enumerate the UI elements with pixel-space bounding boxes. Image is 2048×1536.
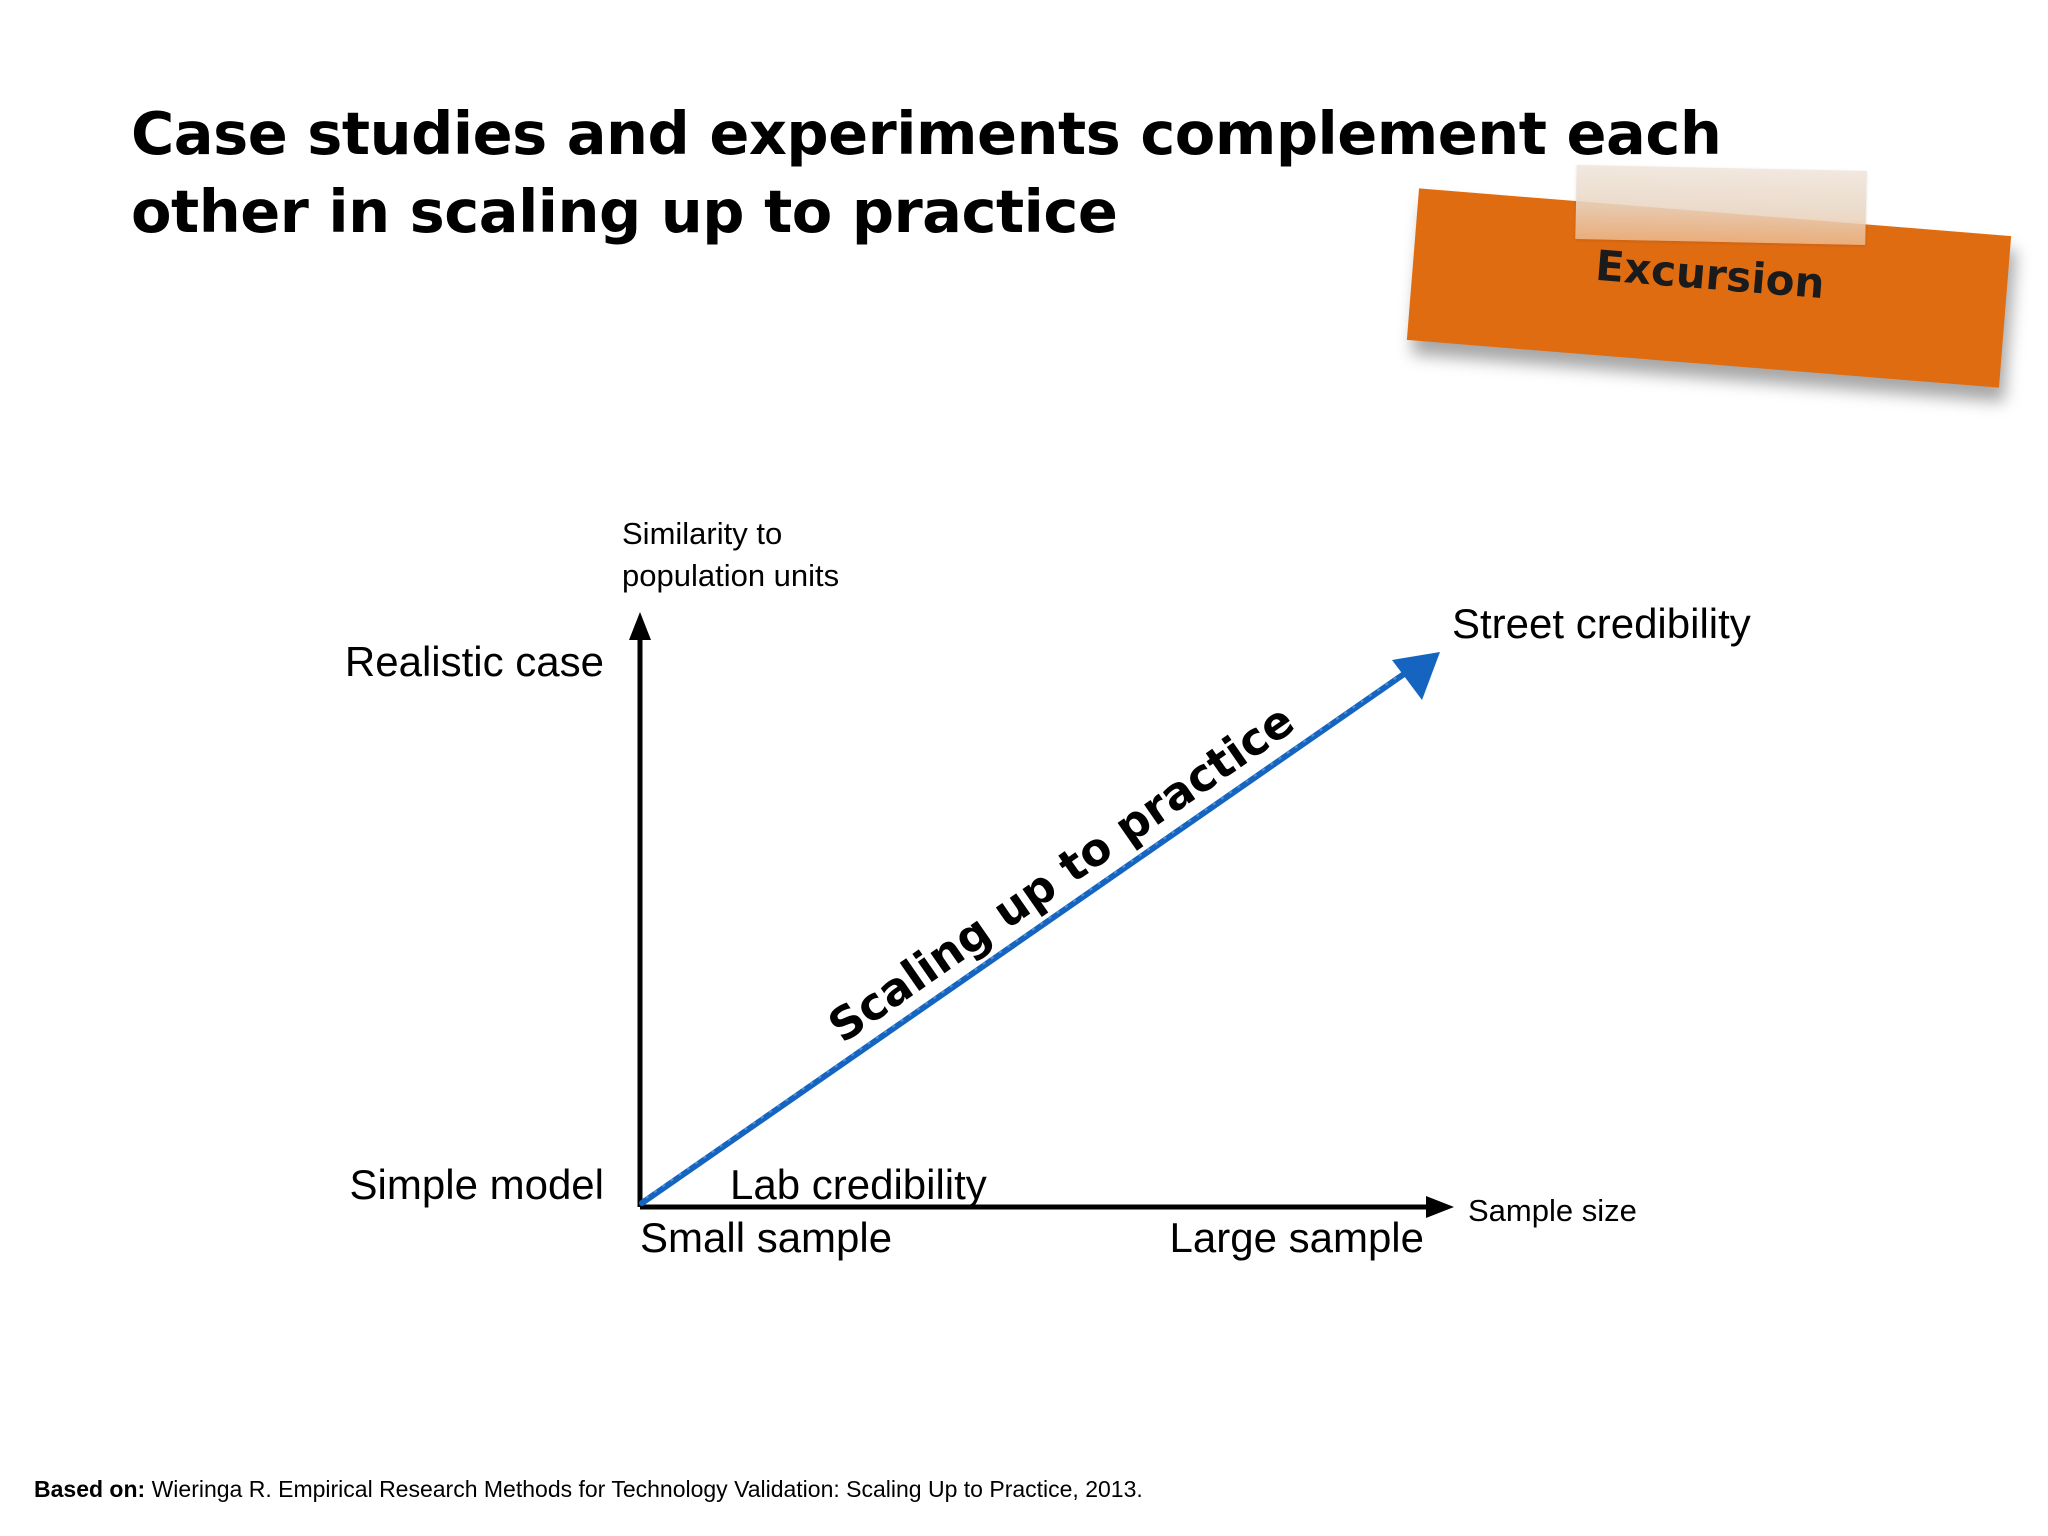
- footnote: Based on: Wieringa R. Empirical Research…: [34, 1476, 1143, 1503]
- x-axis-arrowhead: [1426, 1196, 1454, 1218]
- x-right-label: Large sample: [1170, 1214, 1424, 1261]
- x-axis-label: Sample size: [1468, 1193, 1637, 1228]
- scaling-arrow-texture: [645, 674, 1401, 1199]
- scaling-arrow-label: Scaling up to practice: [819, 693, 1304, 1053]
- slide-title: Case studies and experiments complement …: [131, 95, 1831, 251]
- footnote-prefix: Based on:: [34, 1476, 146, 1502]
- footnote-citation: Wieringa R. Empirical Research Methods f…: [145, 1476, 1143, 1502]
- lab-credibility-label: Lab credibility: [730, 1161, 987, 1208]
- x-left-label: Small sample: [640, 1214, 892, 1261]
- title-line-1: Case studies and experiments complement …: [131, 99, 1722, 168]
- y-top-label: Realistic case: [345, 638, 604, 685]
- scaling-arrow-line: [639, 671, 1407, 1206]
- street-credibility-label: Street credibility: [1452, 600, 1751, 647]
- scaling-arrowhead: [1392, 652, 1440, 700]
- y-axis-label-line-2: population units: [622, 558, 839, 593]
- title-line-2: other in scaling up to practice: [131, 177, 1118, 246]
- y-bottom-label: Simple model: [350, 1161, 604, 1208]
- y-axis-label-line-1: Similarity to: [622, 516, 782, 551]
- y-axis-arrowhead: [629, 612, 651, 640]
